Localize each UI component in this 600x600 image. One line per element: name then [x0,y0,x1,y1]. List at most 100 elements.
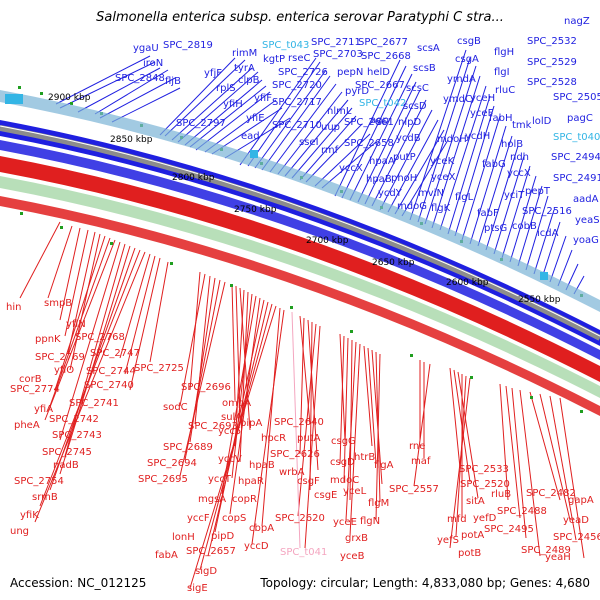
gene-label: sseI [299,137,319,148]
gene-label: pipA [240,418,262,429]
gene-label: flgL [455,192,474,203]
gene-label: SPC_2741 [69,398,119,409]
gene-label: yccV [218,454,242,465]
gene-label: pyrD [345,86,369,97]
gene-label: rimM [232,48,257,59]
gene-label: yccX [507,168,531,179]
gene-label: SPC_2482 [526,488,576,499]
gene-label: SPC_2693 [188,421,238,432]
gene-label: yeaD [563,515,589,526]
gene-label: SPC_2640 [274,417,324,428]
gene-label: yceB [340,551,365,562]
gene-label: fabH [489,113,513,124]
gene-label: SPC_2533 [459,464,509,475]
kbp-tick: 2900 kbp [48,93,91,103]
gene-label: putA [297,433,321,444]
gene-label: ycc5 [218,426,241,437]
gene-label: yciT [504,190,525,201]
gene-label: nlpD [398,117,421,128]
gene-label: SPC_2516 [522,206,572,217]
gene-label: SPC_2495 [484,524,534,535]
gene-label: mdoC [330,475,359,486]
gene-label: scsB [413,63,436,74]
gene-label: hin [6,302,21,313]
gene-label: gapA [568,495,594,506]
gene-label: lolD [532,116,552,127]
gene-label: SPC_2745 [42,447,92,458]
gene-label: flgK [431,203,451,214]
trna-markers [5,94,548,280]
gene-label: ymdA [447,74,476,85]
gene-label: yoaG [573,235,599,246]
gene-label: SPC_2667 [355,80,405,91]
gene-label: SPC_2711 [311,37,361,48]
gene-label: lonH [172,532,195,543]
gene-label: SPC_2710 [272,120,322,131]
gene-label: sigD [195,566,217,577]
gene-label: SPC_2520 [460,479,510,490]
gene-label: SPC_2488 [497,506,547,517]
gene-label: flgH [494,47,514,58]
gene-label: scsC [406,83,429,94]
gene-label: pepN [337,67,363,78]
gene-label: SPC_2725 [134,363,184,374]
gene-label: yceL [343,486,367,497]
gene-label: tmk [512,120,532,131]
gene-label: pheA [14,420,40,431]
gene-label: SPC_2494 [551,152,600,163]
gene-label: hpaB [249,460,275,471]
gene-label: yeaS [575,215,600,226]
gene-label: ycdB [396,133,421,144]
gene-label: hpaA [369,156,395,167]
reverse-gene-labels[interactable]: hin smpB yfiN SPC_2768 ppnK SPC_2769 yfi… [6,298,600,594]
gene-label: mgsA [198,494,226,505]
gene-label: copS [222,513,246,524]
kbp-scale-ticks: 2900 kbp 2850 kbp 2800 kbp 2750 kbp 2700… [48,93,561,305]
gene-label: rne [409,441,425,452]
gene-label: rluC [495,85,515,96]
gene-label: htrB [354,452,375,463]
gene-label: hpaR [238,476,264,487]
pink-leader-line [291,311,301,549]
gene-label: mdoH [437,134,467,145]
reverse-gene-leader-lines [19,221,585,589]
gene-label: holB [501,139,523,150]
gene-label: pepT [525,186,551,197]
gene-label: kgtP [263,54,285,65]
gene-label: SPC_2661 [344,117,394,128]
gene-label: nlmL [327,106,352,117]
gene-label: yfiA [34,404,53,415]
gene-label: flgI [494,67,510,78]
gene-label: scsA [417,43,440,54]
gene-label: pipD [211,531,234,542]
gene-label: corB [19,374,42,385]
gene-label: SPC_2658 [344,138,394,149]
gene-label: SPC_2626 [270,449,320,460]
gene-label: SPC_2774 [10,384,60,395]
gene-label: yceX [431,172,456,183]
gene-label: icdA [537,228,559,239]
gene-label: SPC_2744 [86,366,136,377]
gene-label: yceH [470,93,495,104]
gene-label: cbpA [249,523,274,534]
gene-label: yceK [430,156,455,167]
gene-label: sodC [163,402,188,413]
gene-label: SPC_2717 [272,97,322,108]
gene-label: yccD [244,541,269,552]
gene-label: SPC_2456 [553,532,600,543]
gene-label: ung [10,526,29,537]
gene-label: SPC_2505 [553,92,600,103]
gene-label: csgB [457,36,481,47]
gene-label: flgA [374,460,394,471]
gene-label: csgA [455,54,479,65]
gene-label: SPC_2557 [389,484,439,495]
gene-label: nadB [53,460,79,471]
gene-label: yefS [437,535,459,546]
gene-label: SPC_2720 [272,80,322,91]
kbp-tick: 2550 kbp [518,295,561,305]
gene-feature-colorbands [0,90,600,398]
forward-gene-labels[interactable]: ygaU SPC_2819 iroN SPC_2848 fljB rimM SP… [115,16,600,246]
gene-label: ymdC [443,94,472,105]
gene-label: phoH [391,173,417,184]
